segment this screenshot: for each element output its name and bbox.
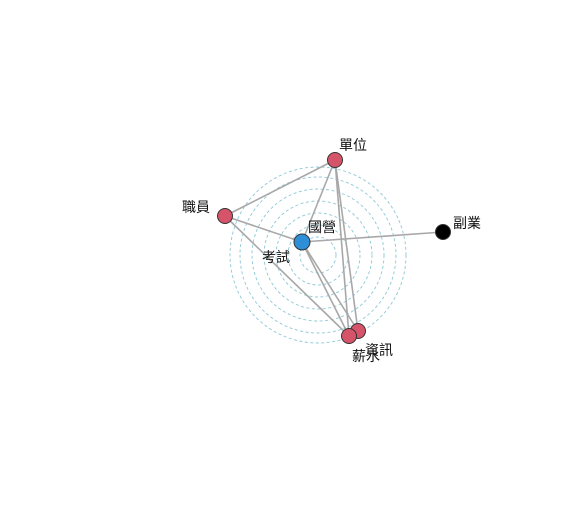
- ring-5: [251, 188, 385, 322]
- graph-edges: [224, 159, 444, 337]
- node-label-n_fuye: 副業: [453, 216, 481, 232]
- node-label-n_zhiyuan: 職員: [182, 200, 210, 216]
- node-label-n_zixun: 資訊: [365, 343, 393, 359]
- ring-7: [229, 166, 407, 344]
- node-n_xinshui[interactable]: [341, 328, 357, 344]
- node-label-n_xinshui: 薪水: [352, 349, 380, 365]
- edge-n_guoying-n_zixun: [301, 241, 359, 332]
- node-n_fuye[interactable]: [435, 224, 451, 240]
- edge-n_guoying-n_zhiyuan: [224, 215, 303, 243]
- edge-n_zhiyuan-n_danwei: [224, 159, 336, 217]
- concentric-rings: [229, 166, 407, 344]
- node-label-n_guoying: 國營: [308, 220, 336, 236]
- edge-n_zhiyuan-n_xinshui: [224, 215, 350, 337]
- node-label-n_kaoshi: 考試: [262, 250, 290, 266]
- node-n_guoying[interactable]: [293, 233, 311, 251]
- edge-n_danwei-n_zixun: [334, 159, 359, 332]
- edge-n_guoying-n_fuye: [301, 231, 444, 243]
- node-n_zhiyuan[interactable]: [217, 208, 233, 224]
- node-n_danwei[interactable]: [327, 152, 343, 168]
- ring-3: [275, 212, 361, 298]
- node-label-n_danwei: 單位: [339, 138, 367, 154]
- ring-6: [239, 176, 397, 334]
- edge-n_danwei-n_xinshui: [334, 159, 350, 337]
- edge-n_danwei-n_guoying: [301, 159, 336, 243]
- graph-nodes: [217, 152, 451, 344]
- edge-n_guoying-n_xinshui: [301, 241, 350, 337]
